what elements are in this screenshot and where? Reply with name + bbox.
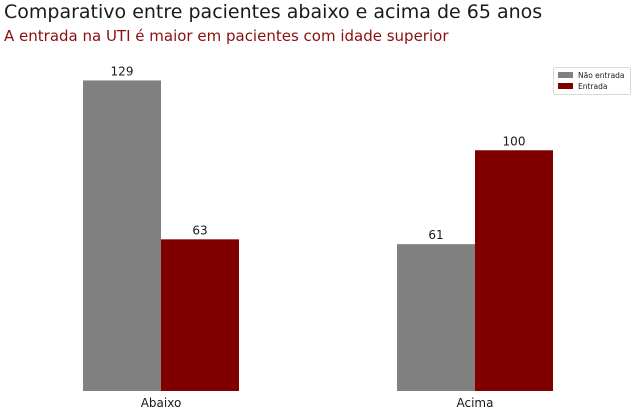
bar-nao-entrada-acima bbox=[397, 244, 475, 391]
legend-item-nao-entrada: Não entrada bbox=[558, 70, 625, 80]
legend: Não entrada Entrada bbox=[553, 67, 631, 95]
legend-label-nao-entrada: Não entrada bbox=[578, 70, 625, 80]
legend-item-entrada: Entrada bbox=[558, 81, 607, 91]
data-label-entrada-acima: 100 bbox=[503, 134, 526, 148]
bar-nao-entrada-abaixo bbox=[83, 80, 161, 391]
x-tick-label-acima: Acima bbox=[457, 396, 494, 410]
data-label-entrada-abaixo: 63 bbox=[192, 223, 207, 237]
x-tick-label-abaixo: Abaixo bbox=[141, 396, 182, 410]
legend-swatch-nao-entrada bbox=[558, 72, 573, 78]
legend-label-entrada: Entrada bbox=[578, 81, 608, 91]
legend-swatch-entrada bbox=[558, 83, 573, 89]
chart-subtitle: A entrada na UTI é maior em pacientes co… bbox=[4, 27, 449, 45]
bar-entrada-acima bbox=[475, 150, 553, 391]
bar-entrada-abaixo bbox=[161, 239, 239, 391]
chart-title: Comparativo entre pacientes abaixo e aci… bbox=[4, 1, 543, 23]
data-label-nao-entrada-abaixo: 129 bbox=[111, 64, 134, 78]
data-label-nao-entrada-acima: 61 bbox=[428, 228, 443, 242]
